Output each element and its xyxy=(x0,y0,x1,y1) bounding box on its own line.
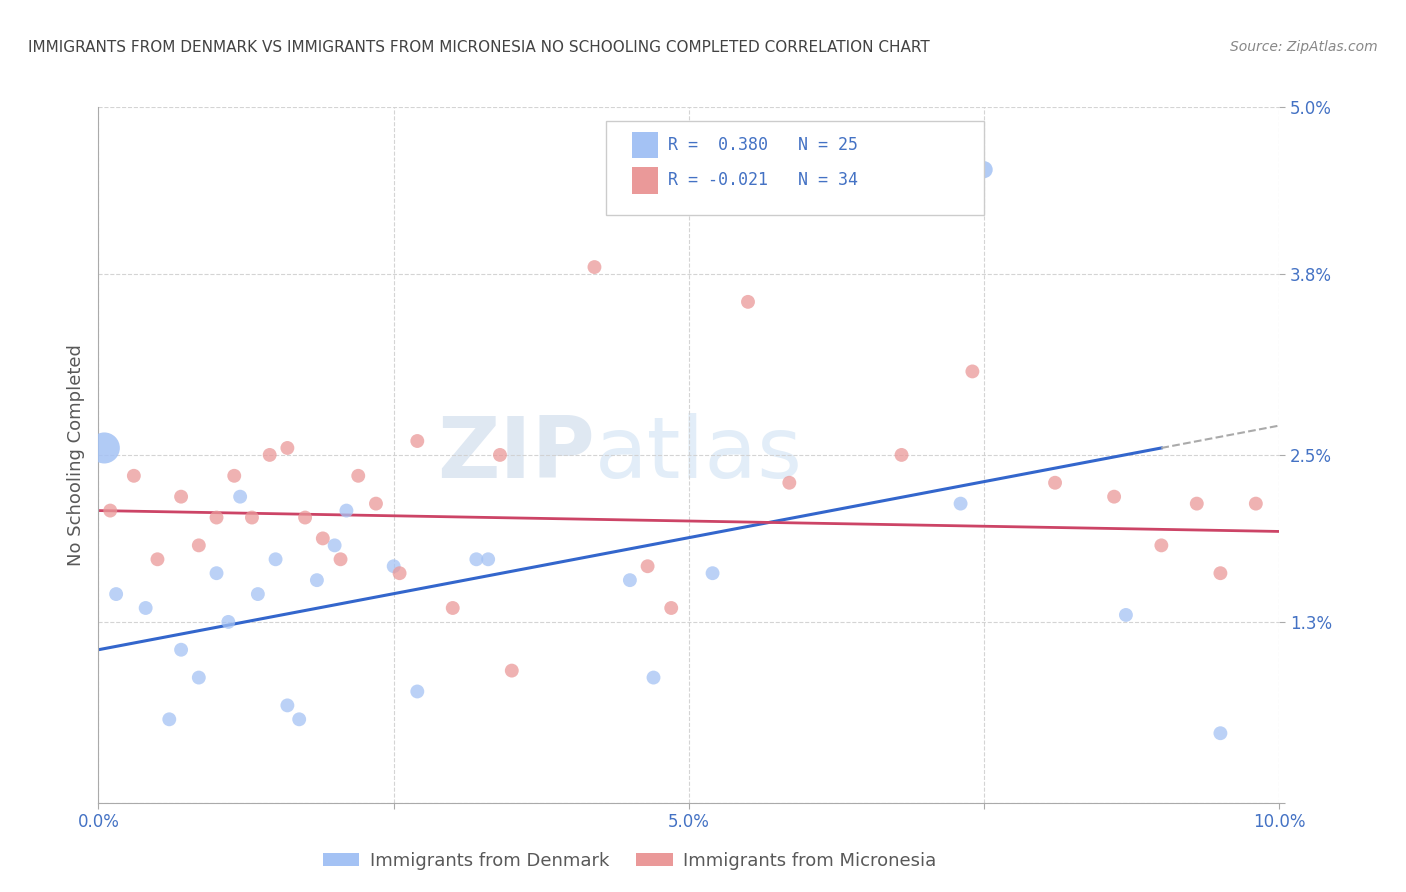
Point xyxy=(489,448,512,462)
Point xyxy=(276,698,298,713)
Text: atlas: atlas xyxy=(595,413,803,497)
Legend: Immigrants from Denmark, Immigrants from Micronesia: Immigrants from Denmark, Immigrants from… xyxy=(316,845,943,877)
Point xyxy=(122,468,145,483)
Point xyxy=(1102,490,1125,504)
Bar xyxy=(633,132,658,158)
Point xyxy=(305,573,328,587)
Point xyxy=(288,712,311,726)
Point xyxy=(294,510,316,524)
Point xyxy=(406,434,429,448)
Point xyxy=(246,587,269,601)
Point xyxy=(93,441,115,455)
Point xyxy=(259,448,281,462)
Point xyxy=(973,162,995,177)
Text: ZIP: ZIP xyxy=(437,413,595,497)
Bar xyxy=(633,167,658,194)
Point xyxy=(157,712,180,726)
Point xyxy=(831,184,853,198)
Point xyxy=(335,503,357,517)
Point xyxy=(778,475,800,490)
Point xyxy=(312,532,335,546)
Text: R = -0.021   N = 34: R = -0.021 N = 34 xyxy=(668,171,858,189)
Point xyxy=(217,615,239,629)
Point xyxy=(501,664,523,678)
Point xyxy=(737,294,759,309)
Text: R =  0.380   N = 25: R = 0.380 N = 25 xyxy=(668,136,858,154)
Y-axis label: No Schooling Completed: No Schooling Completed xyxy=(66,344,84,566)
Point xyxy=(643,671,665,685)
Text: Source: ZipAtlas.com: Source: ZipAtlas.com xyxy=(1230,40,1378,54)
Point xyxy=(323,538,346,552)
Point xyxy=(659,601,682,615)
Point xyxy=(1043,475,1066,490)
Point xyxy=(382,559,405,574)
Point xyxy=(1244,497,1267,511)
Point xyxy=(637,559,659,574)
Point xyxy=(465,552,488,566)
Point xyxy=(187,538,209,552)
Point xyxy=(205,566,228,581)
Point xyxy=(1115,607,1137,622)
Point xyxy=(406,684,429,698)
Point xyxy=(364,497,387,511)
FancyBboxPatch shape xyxy=(606,121,984,215)
Text: IMMIGRANTS FROM DENMARK VS IMMIGRANTS FROM MICRONESIA NO SCHOOLING COMPLETED COR: IMMIGRANTS FROM DENMARK VS IMMIGRANTS FR… xyxy=(28,40,929,55)
Point xyxy=(205,510,228,524)
Point xyxy=(135,601,157,615)
Point xyxy=(146,552,169,566)
Point xyxy=(276,441,298,455)
Point xyxy=(477,552,499,566)
Point xyxy=(187,671,209,685)
Point xyxy=(98,503,121,517)
Point xyxy=(1150,538,1173,552)
Point xyxy=(949,497,972,511)
Point xyxy=(1185,497,1208,511)
Point xyxy=(329,552,352,566)
Point xyxy=(962,364,984,378)
Point xyxy=(1209,726,1232,740)
Point xyxy=(347,468,370,483)
Point xyxy=(240,510,263,524)
Point xyxy=(583,260,606,274)
Point xyxy=(441,601,464,615)
Point xyxy=(619,573,641,587)
Point xyxy=(702,566,724,581)
Point xyxy=(170,642,193,657)
Point xyxy=(224,468,246,483)
Point xyxy=(890,448,912,462)
Point xyxy=(1209,566,1232,581)
Point xyxy=(229,490,252,504)
Point xyxy=(105,587,128,601)
Point xyxy=(170,490,193,504)
Point xyxy=(388,566,411,581)
Point xyxy=(264,552,287,566)
